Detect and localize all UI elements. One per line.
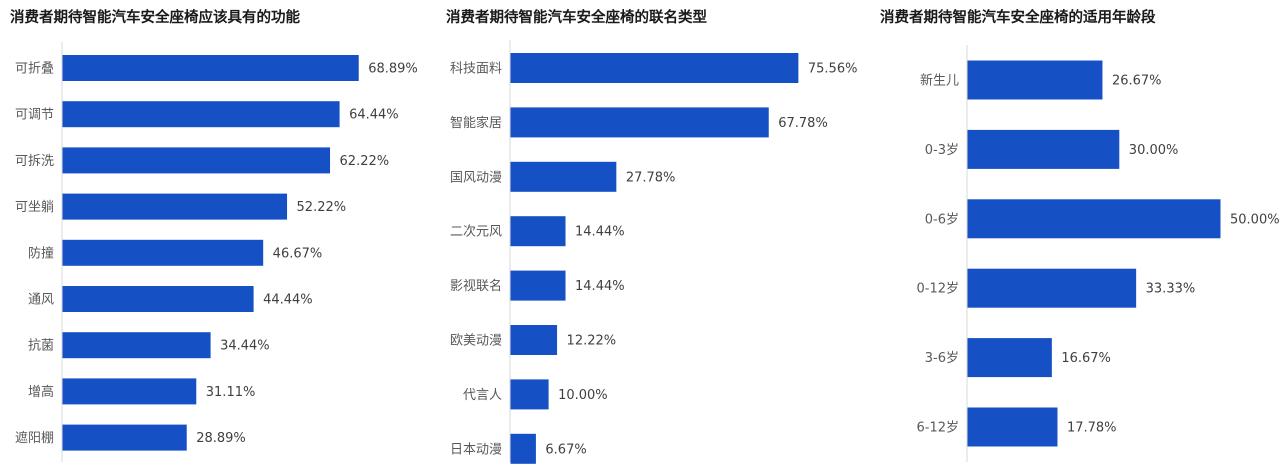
chart-3-value-label: 26.67%	[1112, 74, 1162, 89]
chart-2-bar	[510, 433, 536, 464]
chart-2-value-label: 14.44%	[575, 225, 625, 240]
chart-1-value-label: 31.11%	[206, 385, 256, 400]
chart-3-bar	[967, 129, 1120, 169]
chart-2-title: 消费者期待智能汽车安全座椅的联名类型	[446, 10, 707, 26]
chart-1-value-label: 64.44%	[349, 108, 399, 123]
chart-3-category-label: 6-12岁	[916, 421, 959, 436]
chart-2-bar	[510, 325, 558, 355]
chart-2-category-label: 国风动漫	[450, 170, 502, 185]
chart-2-bar	[510, 216, 566, 247]
chart-2-bar	[510, 379, 549, 410]
chart-1-value-label: 62.22%	[340, 154, 390, 169]
chart-1-value-label: 52.22%	[297, 200, 347, 215]
chart-2-value-label: 14.44%	[575, 279, 625, 294]
chart-2-category-label: 影视联名	[450, 278, 502, 294]
chart-3-value-label: 33.33%	[1146, 282, 1196, 297]
chart-3-category-label: 3-6岁	[925, 351, 959, 366]
chart-3-value-label: 50.00%	[1230, 212, 1280, 227]
chart-3-bar	[967, 268, 1137, 308]
chart-1-value-label: 44.44%	[263, 293, 313, 308]
chart-2-value-label: 27.78%	[626, 170, 676, 185]
chart-1-value-label: 46.67%	[273, 246, 323, 261]
chart-3-value-label: 30.00%	[1129, 143, 1179, 158]
chart-1-value-label: 68.89%	[368, 62, 418, 77]
chart-3-value-label: 17.78%	[1067, 421, 1117, 436]
chart-1-category-label: 防撞	[28, 245, 54, 261]
chart-2-bar	[510, 107, 769, 138]
chart-1-category-label: 可折叠	[15, 62, 54, 77]
chart-2-value-label: 75.56%	[808, 62, 858, 77]
chart-1-bar	[62, 332, 211, 359]
chart-2-category-label: 代言人	[463, 388, 502, 403]
chart-1-value-label: 28.89%	[196, 431, 246, 446]
chart-1-category-label: 可调节	[15, 108, 54, 123]
chart-1-category-label: 通风	[28, 293, 54, 308]
chart-2-value-label: 6.67%	[545, 442, 586, 457]
chart-2-category-label: 智能家居	[450, 115, 502, 131]
chart-1-bar	[62, 193, 288, 220]
chart-3-category-label: 新生儿	[920, 73, 959, 89]
chart-1-bar	[62, 286, 254, 312]
chart-2-category-label: 欧美动漫	[450, 334, 502, 349]
chart-1-title: 消费者期待智能汽车安全座椅应该具有的功能	[10, 10, 300, 26]
chart-3-category-label: 0-12岁	[916, 282, 959, 297]
chart-1-bar	[62, 147, 331, 174]
chart-3-bar	[967, 60, 1103, 100]
chart-1-category-label: 抗菌	[28, 339, 54, 354]
chart-2-bar	[510, 270, 566, 301]
chart-3-category-label: 0-6岁	[925, 212, 959, 227]
chart-1-category-label: 可坐躺	[15, 199, 54, 215]
chart-1-category-label: 增高	[28, 384, 54, 400]
chart-2-category-label: 科技面料	[450, 62, 502, 77]
chart-2-category-label: 日本动漫	[450, 442, 502, 457]
chart-3-bar	[967, 199, 1221, 239]
chart-2-value-label: 12.22%	[567, 334, 617, 349]
chart-1-bar	[62, 378, 197, 405]
chart-3-category-label: 0-3岁	[925, 143, 959, 158]
chart-1-category-label: 遮阳棚	[15, 430, 54, 446]
chart-1-bar	[62, 424, 187, 451]
chart-1-value-label: 34.44%	[220, 339, 270, 354]
chart-1-bar	[62, 239, 264, 266]
chart-2-bar	[510, 53, 799, 83]
chart-2-category-label: 二次元风	[450, 224, 502, 240]
chart-2-value-label: 67.78%	[778, 116, 828, 131]
chart-2-value-label: 10.00%	[558, 388, 608, 403]
chart-1-category-label: 可拆洗	[15, 154, 54, 169]
chart-3-bar	[967, 407, 1058, 447]
chart-1-bar	[62, 55, 359, 81]
chart-1-bar	[62, 101, 340, 128]
chart-3-title: 消费者期待智能汽车安全座椅的适用年龄段	[880, 10, 1156, 26]
chart-3-value-label: 16.67%	[1061, 351, 1111, 366]
chart-2-bar	[510, 161, 617, 192]
chart-3-bar	[967, 338, 1052, 378]
